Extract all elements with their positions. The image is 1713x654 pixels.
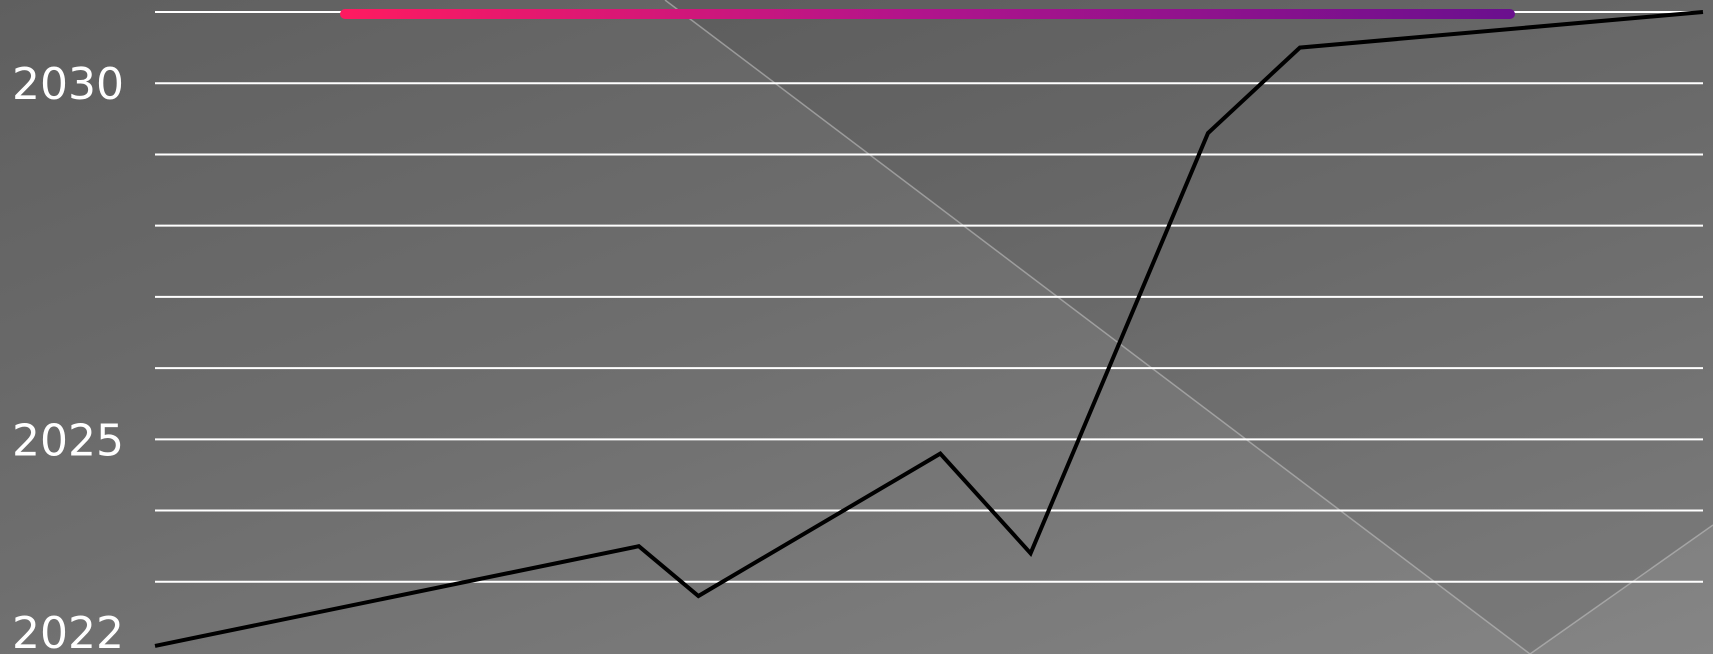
top-color-bar — [340, 9, 1515, 19]
background-diagonal-line — [664, 0, 1531, 654]
series-line — [154, 10, 1704, 648]
y-axis-tick-labels: 2030 2025 2022 — [12, 59, 124, 654]
y-tick-label: 2030 — [12, 59, 124, 110]
background-diagonal-line-2 — [1529, 524, 1713, 654]
y-tick-label: 2022 — [12, 608, 124, 654]
background-shade — [665, 0, 1713, 654]
y-tick-label: 2025 — [12, 415, 124, 466]
